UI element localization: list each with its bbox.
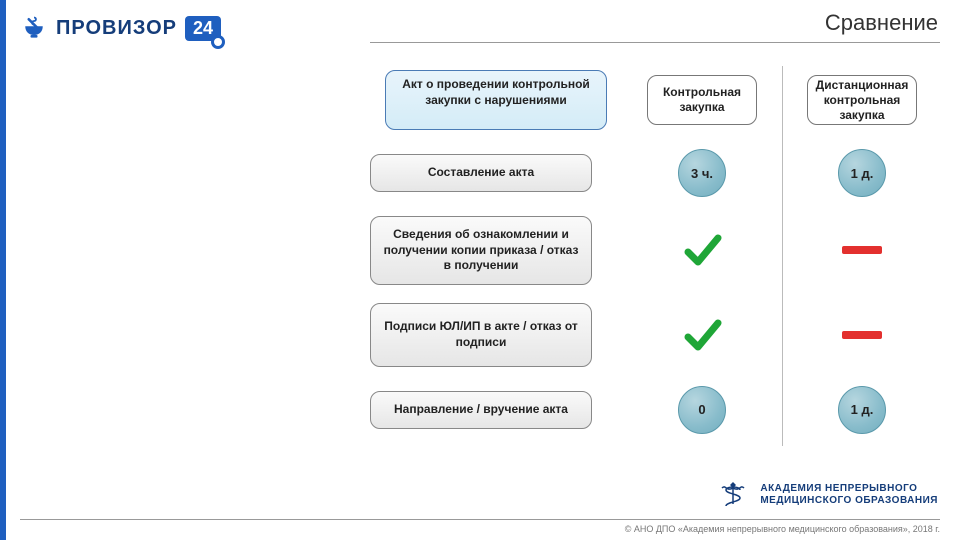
- row-label-2: Сведения об ознакомлении и получении коп…: [370, 216, 592, 285]
- academy-line2: МЕДИЦИНСКОГО ОБРАЗОВАНИЯ: [760, 495, 938, 507]
- value-bubble: 0: [678, 386, 726, 434]
- row-label-3: Подписи ЮЛ/ИП в акте / отказ от подписи: [370, 303, 592, 367]
- cell-3-1: [622, 315, 782, 355]
- mortar-pestle-icon: [20, 14, 48, 42]
- comparison-grid: Акт о проведении контрольной закупки с н…: [370, 70, 942, 435]
- row-label-1: Составление акта: [370, 154, 592, 192]
- header-main: Акт о проведении контрольной закупки с н…: [385, 70, 607, 130]
- brand-name: ПРОВИЗОР: [56, 17, 177, 40]
- check-icon: [682, 230, 722, 270]
- page-title: Сравнение: [825, 10, 938, 36]
- dash-icon: [842, 331, 882, 339]
- footer-copyright: © АНО ДПО «Академия непрерывного медицин…: [20, 519, 940, 534]
- col-header-1: Контрольная закупка: [647, 75, 757, 125]
- value-bubble: 1 д.: [838, 149, 886, 197]
- cell-3-2: [782, 331, 942, 339]
- cell-2-1: [622, 230, 782, 270]
- caduceus-icon: [716, 480, 750, 510]
- cell-2-2: [782, 246, 942, 254]
- title-underline: [370, 42, 940, 43]
- cell-4-2: 1 д.: [782, 386, 942, 434]
- academy-line1: АКАДЕМИЯ НЕПРЕРЫВНОГО: [760, 483, 938, 495]
- value-bubble: 1 д.: [838, 386, 886, 434]
- cell-1-1: 3 ч.: [622, 149, 782, 197]
- cell-1-2: 1 д.: [782, 149, 942, 197]
- brand-logo: ПРОВИЗОР 24: [20, 14, 221, 42]
- col-header-2: Дистанционная контрольная закупка: [807, 75, 917, 125]
- check-icon: [682, 315, 722, 355]
- dash-icon: [842, 246, 882, 254]
- value-bubble: 3 ч.: [678, 149, 726, 197]
- cell-4-1: 0: [622, 386, 782, 434]
- row-label-4: Направление / вручение акта: [370, 391, 592, 429]
- academy-logo: АКАДЕМИЯ НЕПРЕРЫВНОГО МЕДИЦИНСКОГО ОБРАЗ…: [716, 480, 938, 510]
- brand-badge: 24: [185, 16, 221, 41]
- side-stripe: [0, 0, 6, 540]
- academy-text: АКАДЕМИЯ НЕПРЕРЫВНОГО МЕДИЦИНСКОГО ОБРАЗ…: [760, 483, 938, 507]
